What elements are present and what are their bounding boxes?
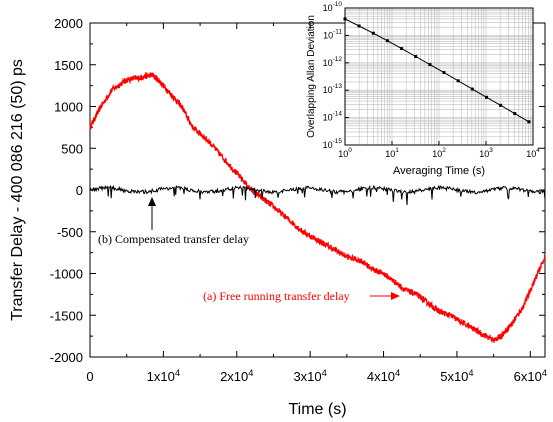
inset-y-tick-label: 10-10	[323, 1, 343, 13]
annotation-free-running-arrowhead	[391, 292, 400, 300]
annotation-free-running: (a) Free running transfer delay	[203, 289, 350, 303]
inset-x-tick-label: 102	[432, 147, 446, 159]
inset-data-point	[470, 87, 474, 91]
inset-y-tick-label: 10-13	[323, 83, 343, 95]
inset-data-point	[485, 95, 488, 99]
y-tick-label: 2000	[54, 16, 83, 31]
x-tick-label: 4x104	[367, 368, 400, 384]
inset-series-line	[344, 18, 530, 123]
inset-y-tick-label: 10-14	[323, 111, 343, 123]
y-tick-label: 500	[61, 141, 83, 156]
inset-data-point	[343, 17, 347, 21]
inset-data-point	[513, 112, 517, 116]
series-free-running	[89, 71, 546, 344]
inset-x-tick-label: 100	[338, 147, 352, 159]
inset-x-tick-label: 101	[385, 147, 399, 159]
inset-y-tick-label: 10-11	[323, 28, 342, 40]
inset-data-point	[499, 103, 503, 107]
inset-y-tick-label: 10-15	[323, 138, 343, 150]
y-tick-label: 1500	[54, 58, 83, 73]
x-tick-label: 5x104	[440, 368, 473, 384]
inset-data-point	[385, 39, 389, 43]
inset-x-tick-label: 104	[526, 147, 540, 159]
y-tick-label: 0	[76, 183, 83, 198]
inset-data-point	[400, 47, 404, 51]
x-tick-label: 3x104	[293, 368, 326, 384]
series-compensated	[89, 184, 546, 206]
inset-data-point	[456, 79, 460, 83]
y-tick-label: 1000	[54, 100, 83, 115]
inset-data-point	[414, 55, 418, 58]
annotation-compensated-arrowhead	[148, 197, 156, 206]
inset-data-point	[357, 24, 361, 28]
inset-x-axis-label: Averaging Time (s)	[393, 165, 485, 177]
inset-y-tick-label: 10-12	[323, 56, 343, 68]
y-tick-label: -1000	[50, 267, 83, 282]
x-tick-label: 1x104	[147, 368, 180, 384]
y-tick-label: -500	[57, 225, 83, 240]
x-tick-label: 6x104	[514, 368, 547, 384]
inset-y-axis-label: Overlapping Allan Deviation	[306, 15, 317, 138]
x-axis-label: Time (s)	[288, 401, 346, 418]
y-tick-label: -1500	[50, 308, 83, 323]
inset-data-point	[371, 31, 375, 35]
inset-data-point	[442, 71, 446, 75]
y-axis-label: Transfer Delay - 400 086 216 (50) ps	[9, 59, 26, 321]
inset-data-point	[428, 63, 432, 67]
y-tick-label: -2000	[50, 350, 83, 365]
inset-data-point	[527, 120, 531, 124]
inset-x-tick-label: 103	[479, 147, 493, 159]
x-tick-label: 2x104	[220, 368, 253, 384]
annotation-compensated: (b) Compensated transfer delay	[98, 232, 249, 246]
x-tick-label: 0	[86, 369, 93, 384]
